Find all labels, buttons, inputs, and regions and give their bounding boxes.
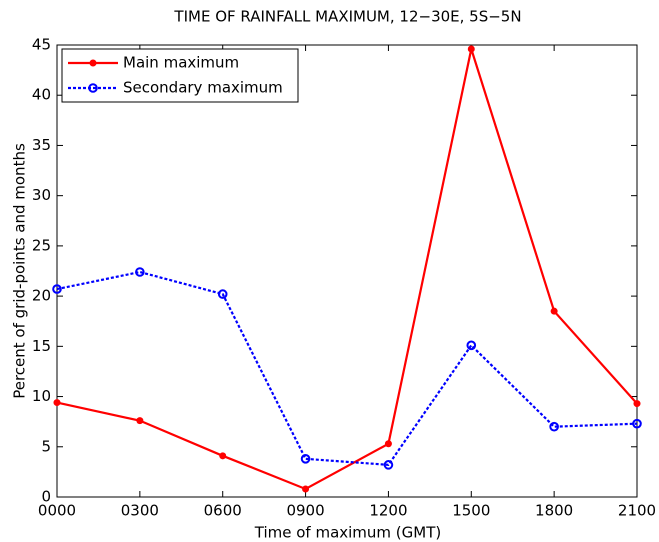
point: [467, 45, 475, 53]
x-axis-label: Time of maximum (GMT): [254, 524, 441, 542]
y-tick-label: 15: [32, 337, 51, 355]
point: [135, 267, 145, 277]
y-tick-label: 25: [32, 236, 51, 254]
y-tick-label: 40: [32, 86, 51, 104]
x-tick-label: 0300: [121, 502, 159, 520]
x-tick-label: 1200: [369, 502, 407, 520]
x-tick-label: 0600: [204, 502, 242, 520]
y-tick-label: 10: [32, 387, 51, 405]
legend-box: [61, 48, 299, 103]
y-tick-label: 0: [41, 488, 51, 506]
point: [52, 284, 62, 294]
chart-title: TIME OF RAINFALL MAXIMUM, 12−30E, 5S−5N: [173, 8, 521, 26]
point: [633, 400, 641, 408]
legend-label: Main maximum: [123, 54, 239, 72]
legend-marker: [89, 59, 97, 67]
y-axis-label: Percent of grid-points and months: [11, 143, 29, 399]
x-tick-label: 0900: [286, 502, 324, 520]
point: [219, 452, 227, 460]
point: [136, 417, 144, 425]
y-tick-label: 35: [32, 136, 51, 154]
x-tick-label: 1800: [535, 502, 573, 520]
legend-marker: [88, 83, 98, 93]
point: [549, 421, 559, 432]
plot-frame: [56, 44, 638, 498]
y-tick-label: 20: [32, 287, 51, 305]
series-line: [56, 270, 638, 467]
point: [383, 460, 394, 470]
x-tick-label: 2100: [618, 502, 656, 520]
point: [550, 307, 558, 315]
point: [466, 340, 477, 351]
y-tick-label: 5: [41, 437, 51, 455]
point: [217, 289, 228, 299]
point: [302, 485, 310, 493]
point: [53, 399, 61, 407]
x-tick-label: 0000: [38, 502, 76, 520]
point: [384, 440, 392, 448]
y-tick-label: 45: [32, 36, 51, 54]
series-line: [56, 44, 638, 491]
x-tick-label: 1500: [452, 502, 490, 520]
point: [300, 454, 311, 464]
y-tick-label: 30: [32, 186, 51, 204]
point: [632, 418, 642, 429]
legend-label: Secondary maximum: [123, 79, 283, 97]
